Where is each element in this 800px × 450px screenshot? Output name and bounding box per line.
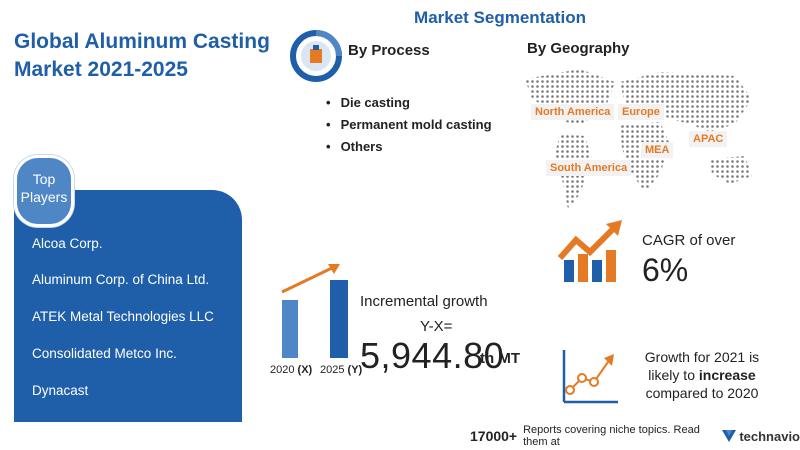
bar-label-2025: 2025 (Y) — [320, 364, 363, 376]
footer-text: Reports covering niche topics. Read them… — [523, 424, 700, 448]
region-north-america: North America — [531, 104, 615, 120]
footer: 17000+ Reports covering niche topics. Re… — [470, 424, 800, 448]
region-south-america: South America — [546, 160, 632, 176]
player-item: Consolidated Metco Inc. — [32, 346, 177, 361]
incremental-value: 5,944.80 — [360, 335, 505, 376]
process-item: Permanent mold casting — [326, 114, 492, 136]
player-item: Alcoa Corp. — [32, 236, 103, 251]
cagr-value: 6% — [642, 252, 689, 288]
process-gear-icon — [290, 30, 342, 82]
cagr-label: CAGR of over — [642, 232, 736, 249]
world-map-icon — [525, 69, 752, 209]
growth-trend-icon — [562, 350, 618, 404]
by-process-label: By Process — [348, 42, 430, 59]
bar-2020 — [282, 300, 298, 358]
incremental-formula: Y-X= — [420, 318, 453, 335]
technavio-logo-icon — [722, 430, 737, 442]
incremental-unit: th MT — [480, 350, 520, 367]
growth-arrow-line — [281, 265, 335, 294]
cagr-chart-icon — [557, 220, 622, 282]
bar-2025 — [330, 280, 348, 358]
bar-label-2020: 2020 (X) — [270, 364, 313, 376]
by-geography-label: By Geography — [527, 40, 630, 57]
process-item: Die casting — [326, 92, 492, 114]
infographic-title: Global Aluminum Casting Market 2021-2025 — [14, 30, 270, 81]
technavio-logo[interactable]: technavio — [722, 429, 800, 444]
incremental-bar-chart — [281, 264, 348, 358]
incremental-growth-label: Incremental growth — [360, 293, 488, 310]
segmentation-title: Market Segmentation — [414, 8, 586, 27]
player-item: Dynacast — [32, 383, 89, 398]
process-item: Others — [326, 136, 492, 158]
top-players-panel — [14, 190, 242, 422]
player-item: Aluminum Corp. of China Ltd. — [32, 272, 210, 287]
technavio-brand: technavio — [739, 428, 800, 444]
region-mea: MEA — [641, 142, 674, 158]
player-item: ATEK Metal Technologies LLC — [32, 309, 214, 324]
growth-2021-text: Growth for 2021 is likely to increase co… — [644, 349, 760, 401]
region-apac: APAC — [689, 131, 728, 147]
report-count: 17000+ — [470, 428, 518, 444]
top-players-badge: Top Players — [14, 155, 74, 227]
growth-arrow-head — [328, 264, 340, 274]
region-europe: Europe — [618, 104, 664, 120]
process-list: Die casting Permanent mold casting Other… — [326, 92, 492, 158]
